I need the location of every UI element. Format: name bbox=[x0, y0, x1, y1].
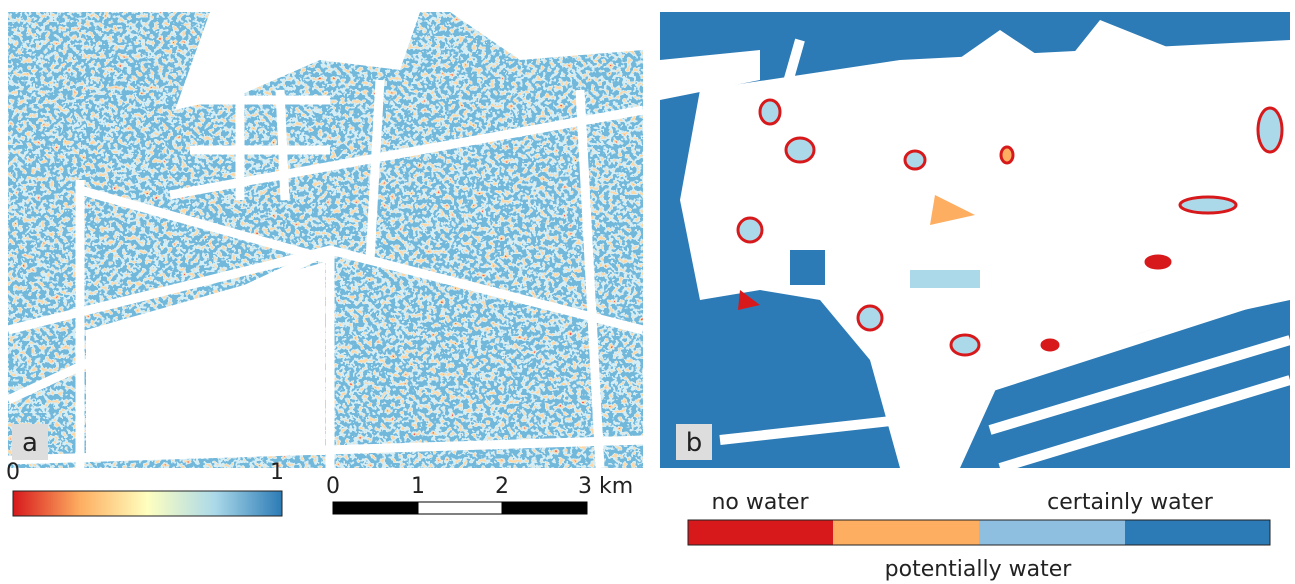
panel-a-map bbox=[8, 12, 643, 468]
scale-bar bbox=[333, 502, 587, 514]
panel-b-label: b bbox=[686, 428, 703, 458]
scale-label: 3 km bbox=[578, 474, 633, 499]
scale-label: 1 bbox=[411, 474, 425, 499]
colorbar-min-label: 0 bbox=[6, 460, 20, 485]
figure: a b 0 1 bbox=[0, 0, 1295, 584]
legend-label: certainly water bbox=[1047, 490, 1214, 515]
legend-label: no water bbox=[711, 490, 809, 515]
panel-b-map bbox=[660, 12, 1290, 468]
colorbar bbox=[13, 491, 282, 516]
colorbar-max-label: 1 bbox=[270, 460, 284, 485]
scale-label: 0 bbox=[326, 474, 340, 499]
scale-label: 2 bbox=[495, 474, 509, 499]
panel-a-label: a bbox=[22, 428, 38, 458]
water-legend bbox=[688, 520, 1270, 545]
legend-label: potentially water bbox=[885, 557, 1073, 582]
